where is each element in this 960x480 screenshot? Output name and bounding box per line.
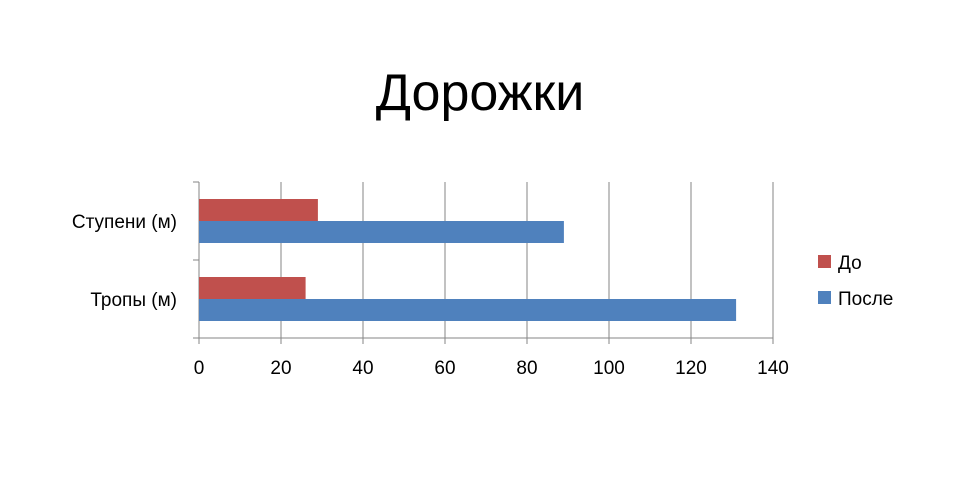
legend-label: До bbox=[838, 253, 862, 274]
bar bbox=[199, 199, 318, 221]
x-tick-label: 120 bbox=[675, 358, 707, 379]
x-tick-label: 20 bbox=[270, 358, 291, 379]
legend-swatch bbox=[818, 255, 831, 268]
x-tick-label: 60 bbox=[434, 358, 455, 379]
legend: До После bbox=[818, 253, 893, 310]
chart-title: Дорожки bbox=[376, 64, 585, 122]
category-labels: Ступени (м) Тропы (м) bbox=[72, 212, 177, 311]
x-tick-label: 0 bbox=[194, 358, 205, 379]
legend-swatch bbox=[818, 291, 831, 304]
legend-label: После bbox=[838, 289, 893, 310]
category-label: Ступени (м) bbox=[72, 212, 177, 233]
bar bbox=[199, 277, 306, 299]
x-tick-labels: 0 20 40 60 80 100 120 140 bbox=[194, 358, 789, 379]
category-label: Тропы (м) bbox=[90, 290, 177, 311]
bars bbox=[199, 199, 737, 321]
x-tick-label: 80 bbox=[516, 358, 537, 379]
gridlines bbox=[280, 182, 774, 338]
x-tick-label: 140 bbox=[757, 358, 789, 379]
bar bbox=[199, 221, 564, 243]
bar bbox=[199, 299, 737, 321]
x-tick-label: 100 bbox=[593, 358, 625, 379]
x-tick-label: 40 bbox=[352, 358, 373, 379]
axes bbox=[193, 181, 774, 344]
